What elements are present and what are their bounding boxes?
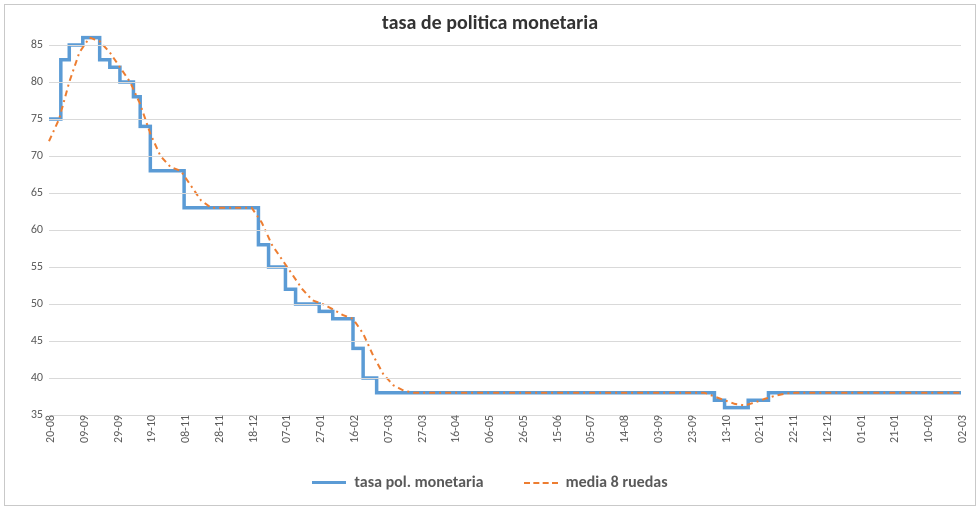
y-tick-label: 40 [31, 371, 49, 385]
x-tick-label: 10-02 [918, 415, 936, 443]
legend-label: tasa pol. monetaria [354, 473, 483, 492]
x-tick-label: 01-01 [851, 415, 869, 443]
gridline [49, 267, 961, 268]
legend-item-tasa: tasa pol. monetaria [312, 473, 483, 492]
x-tick-label: 22-11 [783, 415, 801, 443]
gridline [49, 193, 961, 194]
x-tick-label: 07-01 [276, 415, 294, 443]
series-media8 [49, 38, 961, 406]
x-tick-label: 16-04 [445, 415, 463, 443]
x-tick-label: 29-09 [108, 415, 126, 443]
y-tick-label: 80 [31, 75, 49, 89]
x-tick-label: 27-01 [310, 415, 328, 443]
chart-title: tasa de politica monetaria [5, 11, 975, 35]
chart-container: tasa de politica monetaria 3540455055606… [4, 4, 976, 506]
x-tick-label: 16-02 [344, 415, 362, 443]
x-tick-label: 27-03 [412, 415, 430, 443]
x-tick-label: 13-10 [716, 415, 734, 443]
x-tick-label: 06-05 [479, 415, 497, 443]
gridline [49, 119, 961, 120]
x-tick-label: 08-11 [175, 415, 193, 443]
y-tick-label: 65 [31, 186, 49, 200]
y-tick-label: 60 [31, 223, 49, 237]
x-tick-label: 14-08 [614, 415, 632, 443]
gridline [49, 304, 961, 305]
legend-item-media8: media 8 ruedas [524, 473, 668, 492]
gridline [49, 230, 961, 231]
x-tick-label: 09-09 [74, 415, 92, 443]
x-tick-label: 03-09 [648, 415, 666, 443]
x-tick-label: 02-03 [952, 415, 970, 443]
gridline [49, 156, 961, 157]
legend-swatch [312, 481, 346, 484]
x-tick-label: 20-08 [40, 415, 58, 443]
y-tick-label: 85 [31, 38, 49, 52]
legend-swatch [524, 482, 558, 484]
legend-label: media 8 ruedas [566, 473, 668, 492]
x-tick-label: 26-05 [513, 415, 531, 443]
x-tick-label: 28-11 [209, 415, 227, 443]
legend: tasa pol. monetaria media 8 ruedas [5, 473, 975, 492]
x-tick-label: 23-09 [682, 415, 700, 443]
x-tick-label: 07-03 [378, 415, 396, 443]
x-tick-label: 15-06 [547, 415, 565, 443]
gridline [49, 341, 961, 342]
x-tick-label: 12-12 [817, 415, 835, 443]
x-tick-label: 19-10 [141, 415, 159, 443]
y-tick-label: 75 [31, 112, 49, 126]
gridline [49, 82, 961, 83]
x-tick-label: 05-07 [580, 415, 598, 443]
plot-area: 354045505560657075808520-0809-0929-0919-… [49, 45, 961, 415]
y-tick-label: 55 [31, 260, 49, 274]
gridline [49, 45, 961, 46]
x-tick-label: 18-12 [243, 415, 261, 443]
y-tick-label: 70 [31, 149, 49, 163]
x-tick-label: 21-01 [884, 415, 902, 443]
gridline [49, 378, 961, 379]
x-tick-label: 02-11 [749, 415, 767, 443]
y-tick-label: 45 [31, 334, 49, 348]
y-tick-label: 50 [31, 297, 49, 311]
series-tasa [49, 38, 961, 408]
